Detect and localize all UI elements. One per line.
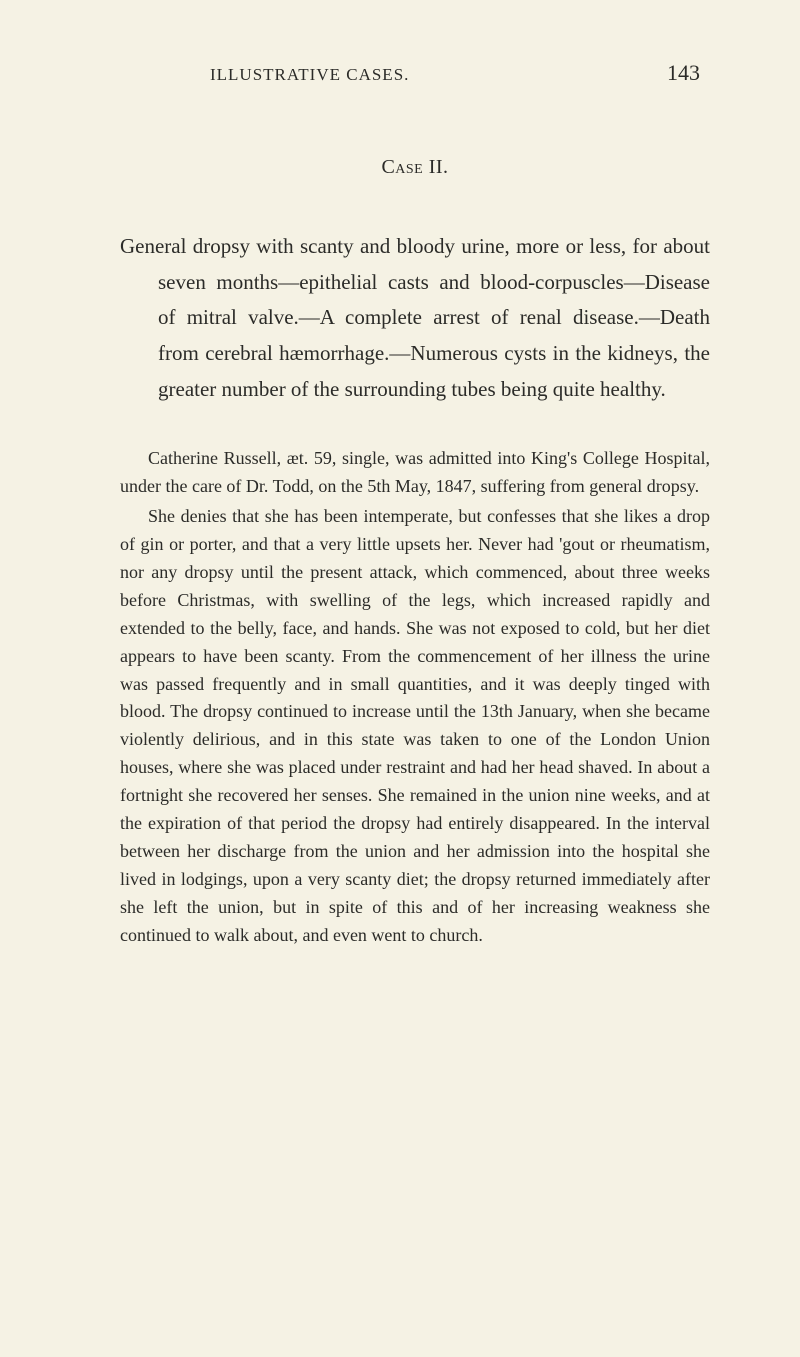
case-title: Case II. bbox=[120, 156, 710, 179]
body-paragraph-2: She denies that she has been intemperate… bbox=[120, 503, 710, 949]
case-summary: General dropsy with scanty and bloody ur… bbox=[120, 229, 710, 407]
page-number: 143 bbox=[667, 60, 700, 86]
page-header: ILLUSTRATIVE CASES. 143 bbox=[120, 60, 710, 86]
running-head: ILLUSTRATIVE CASES. bbox=[210, 65, 409, 85]
body-paragraph-1: Catherine Russell, æt. 59, single, was a… bbox=[120, 445, 710, 501]
